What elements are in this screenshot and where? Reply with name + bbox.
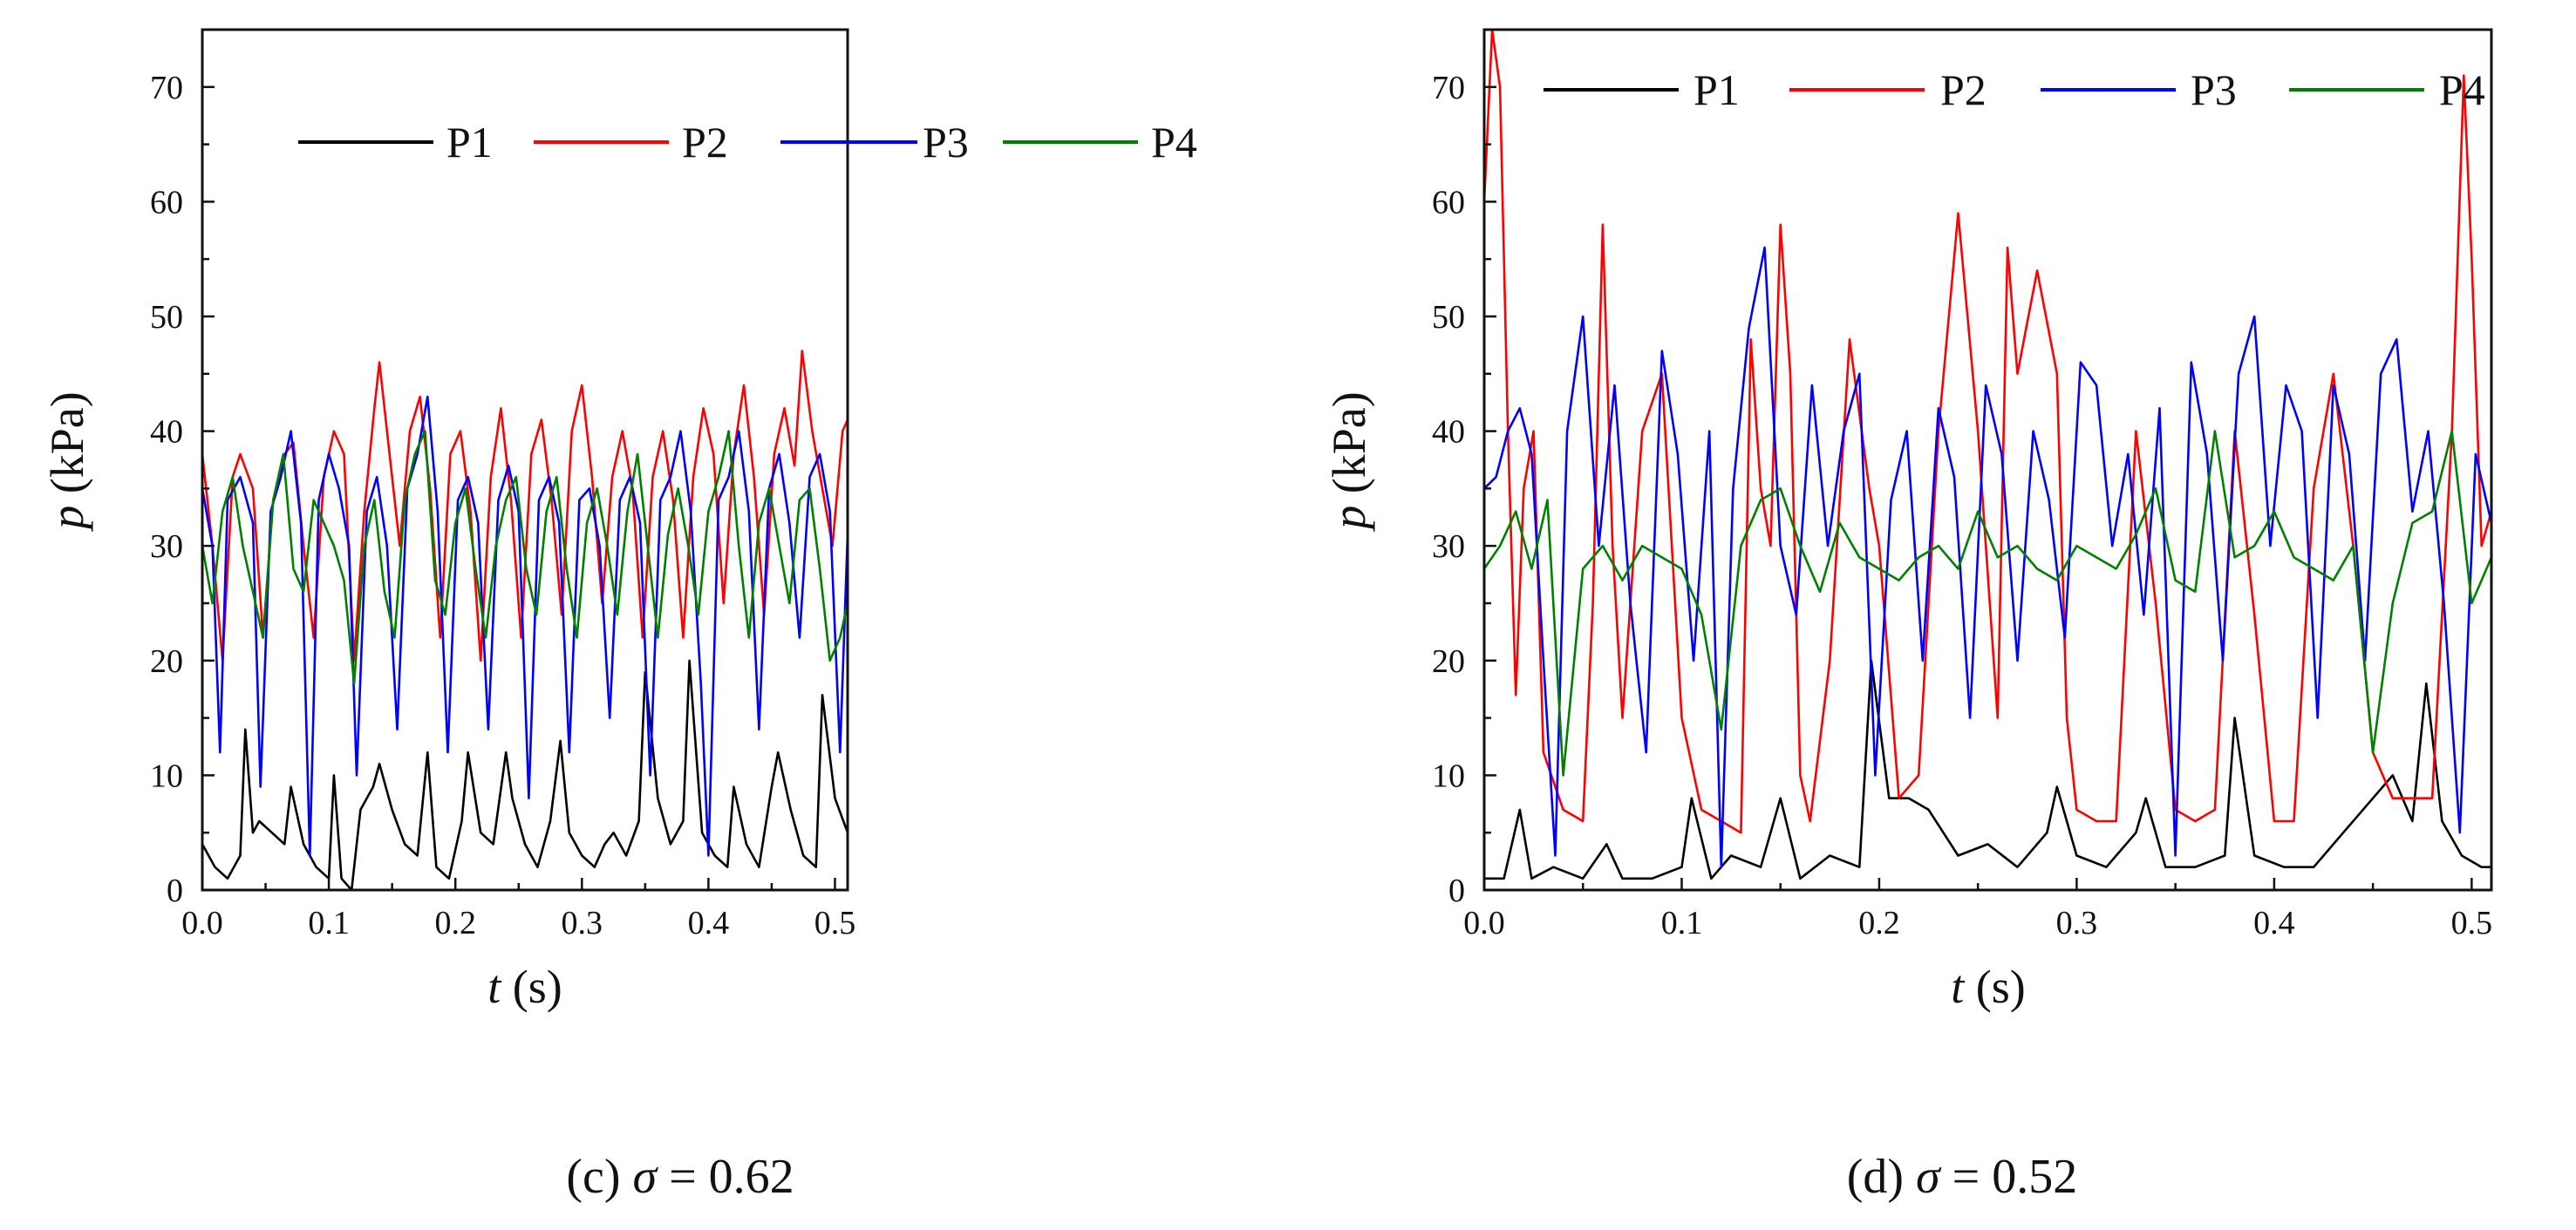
y-tick-label-c: 70	[150, 70, 183, 106]
y-tick-label-d: 20	[1432, 643, 1465, 680]
x-tick-label-d: 0.4	[2253, 905, 2295, 941]
y-tick-label-c: 20	[150, 643, 183, 680]
x-tick-label-c: 0.2	[434, 905, 476, 941]
y-axis-label-c: p (kPa)	[41, 391, 93, 532]
legend-label-d-p4: P4	[2439, 65, 2485, 114]
x-tick-label-d: 0.2	[1858, 905, 1900, 941]
y-tick-label-c: 30	[150, 528, 183, 565]
series-line-c-p3	[201, 395, 849, 857]
x-tick-label-d: 0.0	[1463, 905, 1505, 941]
series-line-c-p4	[201, 430, 849, 685]
y-axis-label-d: p (kPa)	[1323, 391, 1375, 532]
y-tick-label-d: 50	[1432, 299, 1465, 336]
x-tick-label-c: 0.1	[308, 905, 350, 941]
x-axis-label-c: t (s)	[487, 961, 562, 1013]
y-tick-label-c: 40	[150, 414, 183, 451]
plot-frame-d	[1482, 28, 2493, 892]
x-tick-label-d: 0.5	[2451, 905, 2493, 941]
legend-label-c-p2: P2	[682, 118, 728, 166]
series-line-c-p2	[201, 350, 849, 663]
y-tick-label-c: 50	[150, 299, 183, 336]
y-tick-label-d: 10	[1432, 758, 1465, 794]
legend-label-c-p1: P1	[446, 118, 493, 166]
series-group-d	[1482, 28, 2493, 880]
x-tick-label-c: 0.4	[688, 905, 730, 941]
legend-label-c-p3: P3	[923, 118, 969, 166]
plot-frame-c	[201, 28, 849, 892]
y-tick-label-d: 30	[1432, 528, 1465, 565]
series-line-d-p4	[1482, 430, 2493, 777]
series-line-c-p1	[201, 659, 849, 892]
x-tick-label-c: 0.5	[814, 905, 856, 941]
series-line-d-p1	[1482, 659, 2493, 880]
y-tick-label-d: 0	[1448, 873, 1465, 909]
series-line-d-p3	[1482, 246, 2493, 869]
caption-d: (d) σ = 0.52	[1847, 1150, 2078, 1204]
series-group-c	[201, 350, 849, 892]
legend-label-d-p1: P1	[1693, 65, 1740, 114]
legend-c: P1 P2 P3 P4	[298, 118, 1197, 166]
ticks-group-c: 0.0 0.1 0.2 0.3 0.4 0.5 0 10 20 30 40 50 60 70	[150, 28, 856, 941]
y-tick-label-c: 0	[167, 873, 183, 909]
x-axis-label-d: t (s)	[1951, 961, 2026, 1013]
legend-label-d-p3: P3	[2191, 65, 2237, 114]
x-tick-label-c: 0.3	[562, 905, 603, 941]
y-tick-label-d: 70	[1432, 70, 1465, 106]
x-tick-label-d: 0.1	[1661, 905, 1703, 941]
caption-c: (c) σ = 0.62	[566, 1150, 794, 1204]
legend-label-c-p4: P4	[1151, 118, 1197, 166]
series-line-d-p2	[1482, 28, 2493, 834]
x-tick-label-d: 0.3	[2056, 905, 2098, 941]
legend-d: P1 P2 P3 P4	[1544, 65, 2485, 114]
y-tick-label-c: 10	[150, 758, 183, 794]
y-tick-label-d: 60	[1432, 184, 1465, 221]
y-tick-label-c: 60	[150, 184, 183, 221]
y-tick-label-d: 40	[1432, 414, 1465, 451]
x-tick-label-c: 0.0	[181, 905, 223, 941]
ticks-group-d: 0.0 0.1 0.2 0.3 0.4 0.5 0 10 20 30 40 50 60 70	[1432, 28, 2493, 941]
legend-label-d-p2: P2	[1940, 65, 1987, 114]
